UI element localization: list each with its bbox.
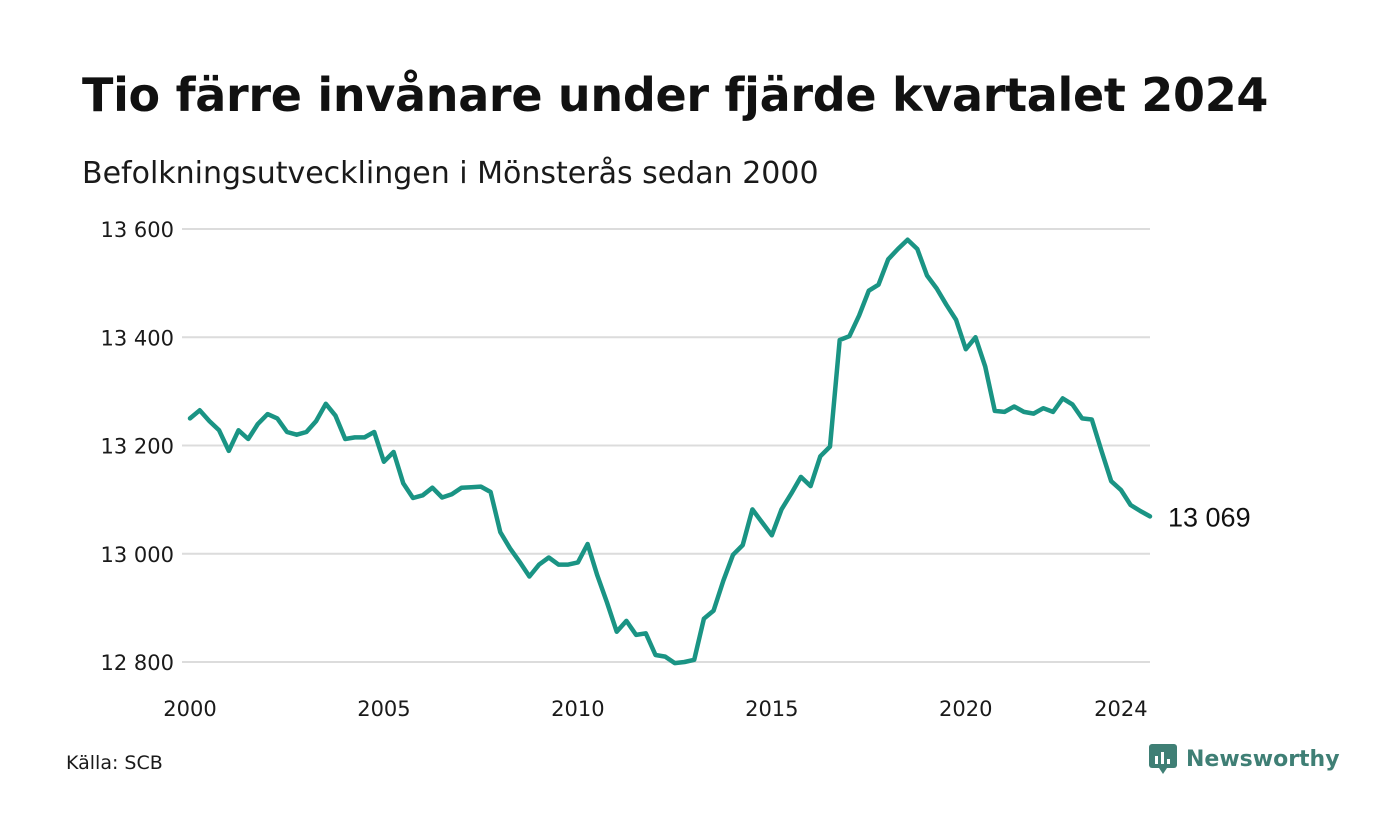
chart-title: Tio färre invånare under fjärde kvartale… xyxy=(82,68,1269,122)
x-tick-label: 2024 xyxy=(1094,697,1147,721)
y-tick-label: 13 600 xyxy=(101,218,174,242)
brand-name: Newsworthy xyxy=(1186,746,1340,772)
brand-logo: Newsworthy xyxy=(1148,742,1340,776)
y-tick-label: 13 400 xyxy=(101,326,174,350)
x-tick-label: 2010 xyxy=(551,697,604,721)
x-axis-ticks: 2000 2005 2010 2015 2020 2024 xyxy=(163,697,1147,721)
x-tick-label: 2000 xyxy=(163,697,216,721)
series-line-population xyxy=(187,237,1153,666)
source-note: Källa: SCB xyxy=(66,752,163,774)
end-value-label: 13 069 xyxy=(1168,502,1251,532)
y-tick-label: 13 000 xyxy=(101,543,174,567)
newsworthy-logo-icon xyxy=(1149,744,1177,774)
x-tick-label: 2015 xyxy=(745,697,798,721)
y-tick-label: 13 200 xyxy=(101,435,174,459)
x-tick-label: 2020 xyxy=(939,697,992,721)
grid-lines xyxy=(182,228,1150,663)
y-tick-label: 12 800 xyxy=(101,651,174,675)
y-axis-ticks: 12 800 13 000 13 200 13 400 13 600 xyxy=(101,218,174,675)
x-tick-label: 2005 xyxy=(357,697,410,721)
chart-subtitle: Befolkningsutvecklingen i Mönsterås seda… xyxy=(82,156,819,191)
